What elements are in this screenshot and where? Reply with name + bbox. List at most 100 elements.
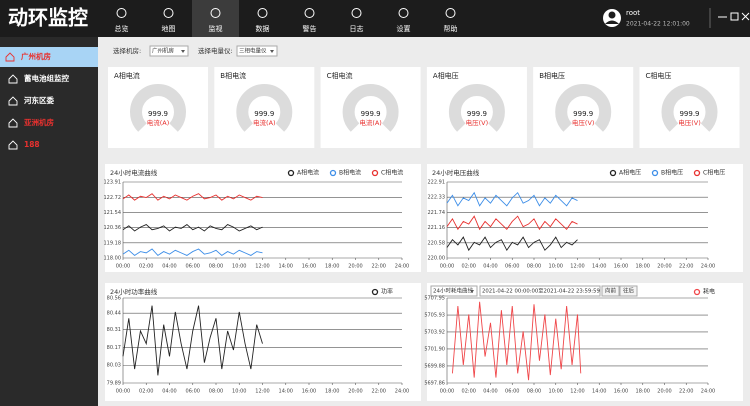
- y-tick-label: 5697.86: [424, 381, 445, 387]
- gauge-unit: 电压(V): [466, 118, 489, 127]
- x-tick-label: 16:00: [302, 264, 316, 270]
- chart-title: 24小时电压曲线: [432, 168, 480, 177]
- x-tick-label: 10:00: [549, 264, 563, 270]
- x-tick-label: 00:00: [116, 389, 130, 395]
- y-tick-label: 80.31: [107, 327, 121, 333]
- y-tick-label: 119.18: [104, 240, 122, 246]
- y-tick-label: 5705.93: [424, 313, 445, 319]
- gauge-title: B相电流: [220, 71, 246, 80]
- x-tick-label: 08:00: [209, 264, 223, 270]
- gauge-value: 999.9: [148, 110, 168, 118]
- gauge-title: B相电压: [539, 71, 565, 80]
- x-tick-label: 14:00: [592, 264, 606, 270]
- y-tick-label: 220.00: [428, 256, 446, 262]
- x-tick-label: 00:00: [116, 264, 130, 270]
- x-tick-label: 12:00: [255, 264, 269, 270]
- legend-label: 功率: [381, 288, 393, 296]
- gauge-title: A相电流: [114, 71, 140, 80]
- y-tick-label: 118.00: [104, 256, 122, 262]
- x-tick-label: 06:00: [186, 389, 200, 395]
- app-title: 动环监控: [8, 6, 88, 30]
- x-tick-label: 04:00: [162, 264, 176, 270]
- y-tick-label: 5699.88: [424, 363, 445, 369]
- x-tick-label: 10:00: [549, 389, 563, 395]
- avatar-head: [609, 12, 616, 19]
- x-tick-label: 14:00: [592, 389, 606, 395]
- nav-label: 警告: [303, 24, 317, 33]
- x-tick-label: 22:00: [372, 264, 386, 270]
- x-tick-label: 00:00: [440, 264, 454, 270]
- x-tick-label: 08:00: [527, 264, 541, 270]
- gauge-value: 999.9: [679, 110, 699, 118]
- sidebar-label: 广州机房: [21, 51, 51, 61]
- nav-label: 日志: [350, 24, 364, 33]
- chart-panel: [105, 164, 421, 272]
- x-tick-label: 08:00: [527, 389, 541, 395]
- x-tick-label: 20:00: [348, 264, 362, 270]
- x-tick-label: 20:00: [657, 389, 671, 395]
- datetime: 2021-04-22 12:01:00: [626, 21, 690, 28]
- x-tick-label: 06:00: [186, 264, 200, 270]
- y-tick-label: 120.36: [104, 225, 122, 231]
- sidebar-label: 188: [24, 140, 40, 149]
- chart-title: 24小时电流曲线: [110, 168, 158, 177]
- x-tick-label: 10:00: [232, 389, 246, 395]
- x-tick-label: 16:00: [302, 389, 316, 395]
- x-tick-label: 22:00: [679, 264, 693, 270]
- y-tick-label: 222.33: [428, 195, 446, 201]
- room-value: 广州机房: [152, 47, 175, 55]
- gauge-title: C相电流: [327, 71, 353, 80]
- sidebar-label: 亚洲机房: [24, 117, 54, 127]
- x-tick-label: 20:00: [657, 264, 671, 270]
- x-tick-label: 12:00: [255, 389, 269, 395]
- y-tick-label: 122.72: [104, 195, 122, 201]
- gauge-unit: 电流(A): [147, 118, 170, 127]
- y-tick-label: 221.16: [428, 225, 446, 231]
- y-tick-label: 5701.90: [424, 346, 445, 352]
- legend-label: B相电流: [339, 169, 361, 177]
- gauge-value: 999.9: [467, 110, 487, 118]
- gauge-title: A相电压: [433, 71, 459, 80]
- nav-label: 总览: [115, 24, 129, 33]
- y-tick-label: 5707.95: [424, 296, 445, 302]
- legend-label: A相电压: [619, 169, 641, 177]
- date-range-value: 2021-04-22 00:00:00至2021-04-22 23:59:59: [482, 288, 600, 295]
- x-tick-label: 18:00: [325, 264, 339, 270]
- x-tick-label: 04:00: [162, 389, 176, 395]
- y-tick-label: 123.91: [104, 180, 122, 186]
- room-label: 选择机房:: [113, 46, 141, 55]
- y-tick-label: 80.03: [107, 363, 121, 369]
- x-tick-label: 06:00: [505, 264, 519, 270]
- meter-label: 选择电量仪:: [198, 46, 233, 55]
- legend-label: C相电压: [703, 169, 725, 177]
- gauge-value: 999.9: [573, 110, 593, 118]
- x-tick-label: 10:00: [232, 264, 246, 270]
- gauge-unit: 电压(V): [678, 118, 701, 127]
- y-tick-label: 222.91: [428, 180, 446, 186]
- sidebar-item[interactable]: [0, 135, 98, 155]
- gauge-unit: 电流(A): [253, 118, 276, 127]
- x-tick-label: 02:00: [139, 264, 153, 270]
- x-tick-label: 24:00: [395, 264, 409, 270]
- x-tick-label: 04:00: [483, 264, 497, 270]
- x-tick-label: 16:00: [614, 389, 628, 395]
- x-tick-label: 00:00: [440, 389, 454, 395]
- x-tick-label: 06:00: [505, 389, 519, 395]
- y-tick-label: 80.17: [107, 345, 121, 351]
- x-tick-label: 08:00: [209, 389, 223, 395]
- x-tick-label: 16:00: [614, 264, 628, 270]
- y-tick-label: 221.74: [428, 210, 446, 216]
- x-tick-label: 22:00: [679, 389, 693, 395]
- x-tick-label: 18:00: [636, 389, 650, 395]
- y-tick-label: 121.54: [104, 210, 122, 216]
- y-tick-label: 79.89: [107, 381, 121, 387]
- nav-label: 监视: [209, 24, 223, 33]
- nav-label: 地图: [162, 24, 176, 33]
- x-tick-label: 20:00: [348, 389, 362, 395]
- x-tick-label: 04:00: [483, 389, 497, 395]
- chart-panel: [427, 164, 743, 272]
- legend-label: B相电压: [661, 169, 683, 177]
- x-tick-label: 02:00: [462, 389, 476, 395]
- button-label: 向前: [605, 287, 617, 295]
